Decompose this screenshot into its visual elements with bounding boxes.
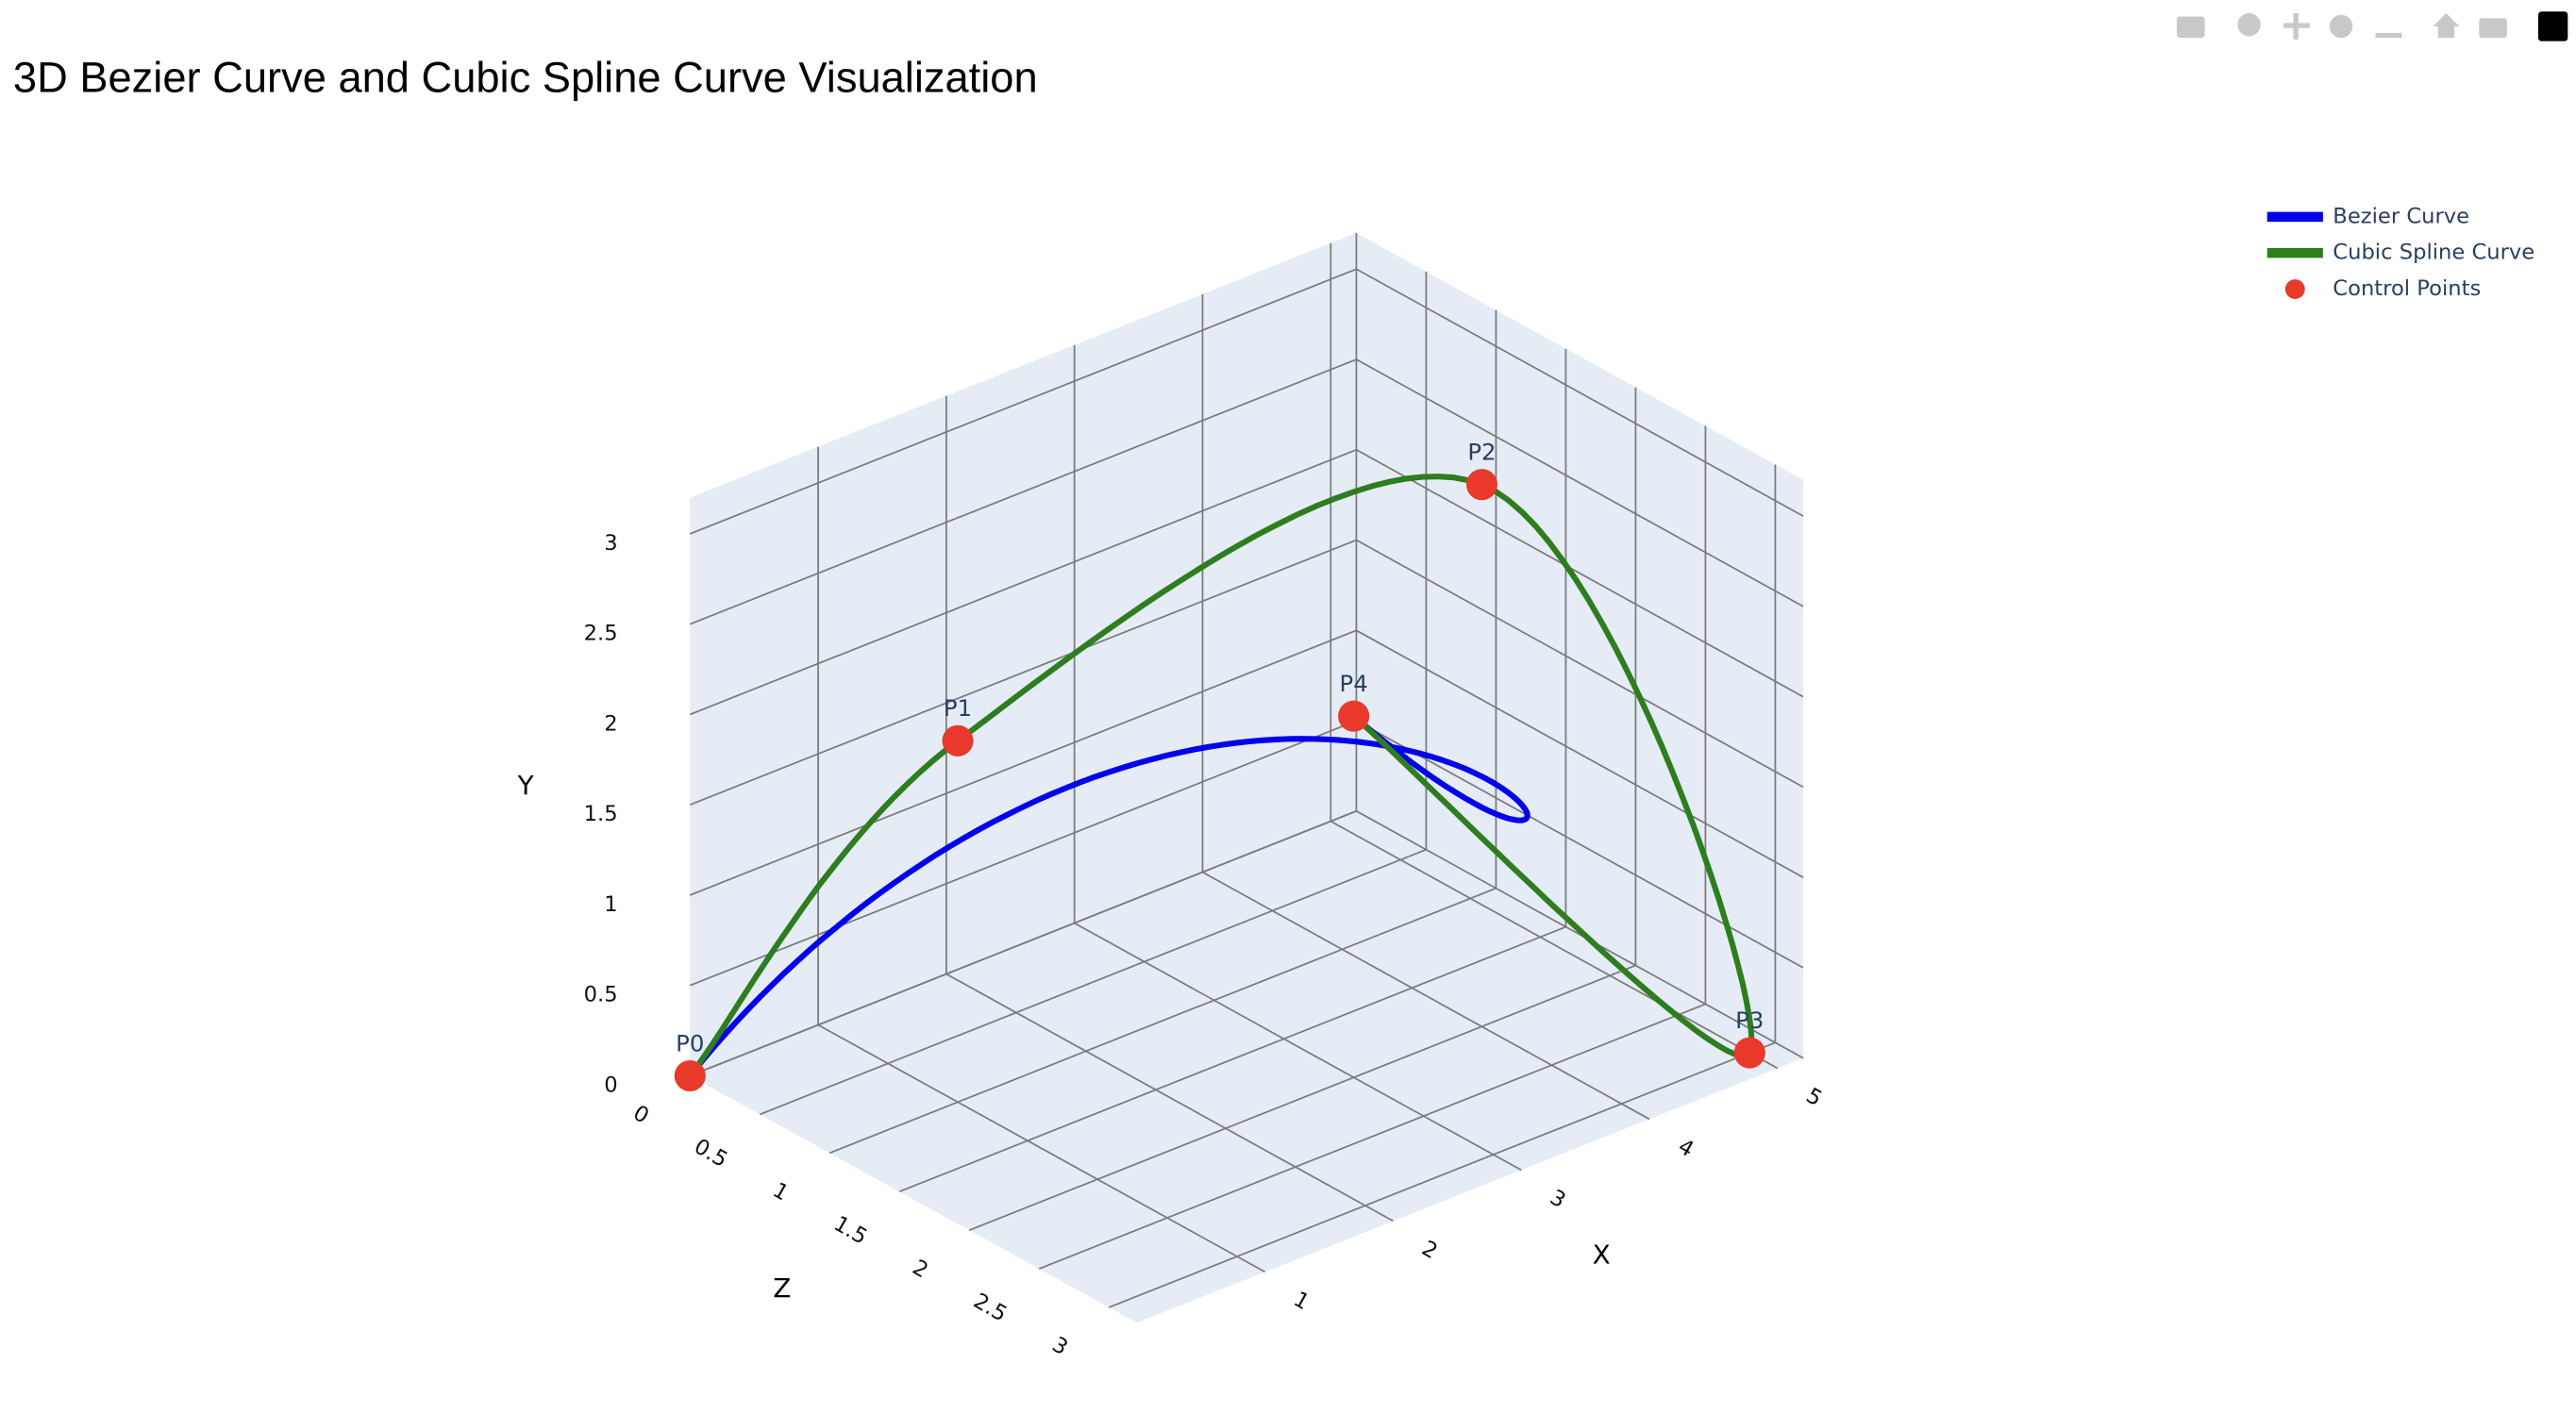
- orbit-icon[interactable]: [2329, 14, 2353, 39]
- x-axis-title: X: [1593, 1239, 1611, 1271]
- grid-line: [1108, 1041, 1776, 1308]
- x-tick-label: 2: [1417, 1236, 1441, 1264]
- x-tick-label: 3: [1546, 1185, 1569, 1213]
- grid-line: [1330, 820, 1779, 1070]
- reset-camera-icon[interactable]: [2479, 18, 2507, 39]
- legend-label: Cubic Spline Curve: [2333, 241, 2534, 265]
- grid-line: [898, 925, 1566, 1193]
- control-point: [942, 724, 974, 757]
- scene: 1 2 3 4 5 0 0.5 1 1.5 2 2.5 3 0 0.5 1 1.5 2 2.5 3 Y Z X P0 P1 P2…: [517, 232, 1826, 1360]
- plotly-logo[interactable]: [2537, 11, 2568, 42]
- curve-bezier: [687, 713, 1531, 1078]
- y-tick-label: 0.5: [584, 983, 618, 1007]
- grid-line: [968, 964, 1636, 1231]
- control-point: [674, 1059, 706, 1092]
- home-icon[interactable]: [2433, 13, 2460, 39]
- grid-line: [689, 629, 1357, 896]
- grid-line: [828, 887, 1497, 1155]
- x-tick-label: 1: [1289, 1287, 1313, 1315]
- y-tick-label: 3: [604, 531, 617, 556]
- y-tick-label: 2.5: [584, 622, 618, 646]
- control-point: [1733, 1037, 1765, 1069]
- grid-line: [689, 448, 1357, 716]
- point-label: P0: [676, 1029, 704, 1056]
- legend-swatch: [2284, 279, 2305, 299]
- grid-line: [1202, 871, 1650, 1121]
- z-tick-label: 1: [769, 1178, 793, 1206]
- y-tick-label: 0: [604, 1073, 617, 1097]
- grid-line: [689, 268, 1357, 535]
- legend-label: Bezier Curve: [2333, 204, 2469, 228]
- point-label: P4: [1340, 670, 1368, 697]
- grid-line: [689, 810, 1357, 1077]
- turntable-icon[interactable]: [2375, 32, 2402, 39]
- grid-line: [945, 973, 1394, 1223]
- x-tick-label: 4: [1674, 1134, 1698, 1162]
- pan-icon-v[interactable]: [2293, 13, 2299, 40]
- grid-line: [1356, 449, 1804, 698]
- floor: [690, 810, 1803, 1323]
- z-tick-label: 0.5: [690, 1134, 731, 1173]
- grid-line: [1356, 268, 1804, 517]
- point-label: P2: [1467, 439, 1496, 466]
- zoom-icon[interactable]: [2237, 13, 2261, 37]
- point-label: P1: [944, 694, 972, 722]
- z-tick-label: 2.5: [969, 1289, 1011, 1327]
- y-tick-label: 2: [604, 711, 617, 736]
- grid-line: [1074, 922, 1522, 1172]
- z-axis-title: Z: [773, 1273, 791, 1304]
- grid-line: [1356, 629, 1804, 878]
- z-tick-label: 3: [1048, 1332, 1072, 1360]
- legend: Bezier Curve Cubic Spline Curve Control Po…: [2267, 204, 2534, 301]
- chart-title: 3D Bezier Curve and Cubic Spline Curve V…: [13, 53, 1038, 101]
- control-point: [1338, 700, 1370, 732]
- z-tick-label: 1.5: [829, 1211, 871, 1250]
- y-tick-label: 1: [604, 892, 617, 917]
- grid-line: [817, 1023, 1266, 1273]
- grid-line: [689, 720, 1357, 987]
- y-axis-title: Y: [517, 770, 535, 801]
- x-tick-label: 5: [1802, 1084, 1826, 1112]
- control-point: [1465, 469, 1497, 501]
- z-tick-label: 2: [909, 1256, 932, 1284]
- point-label: P3: [1735, 1006, 1764, 1034]
- legend-label: Control Points: [2333, 276, 2481, 301]
- grid-line: [689, 539, 1357, 807]
- camera-icon[interactable]: [2176, 16, 2205, 39]
- modebar[interactable]: [2176, 11, 2568, 42]
- grid-line: [689, 358, 1357, 625]
- grid-line: [1038, 1003, 1706, 1270]
- grid-line: [1356, 358, 1804, 607]
- side-wall: [1356, 232, 1803, 1058]
- grid-line: [1356, 810, 1804, 1059]
- y-tick-label: 1.5: [584, 802, 618, 826]
- z-tick-label: 0: [629, 1101, 653, 1129]
- back-wall: [690, 232, 1357, 1076]
- grid-line: [759, 848, 1427, 1116]
- grid-line: [1356, 539, 1804, 789]
